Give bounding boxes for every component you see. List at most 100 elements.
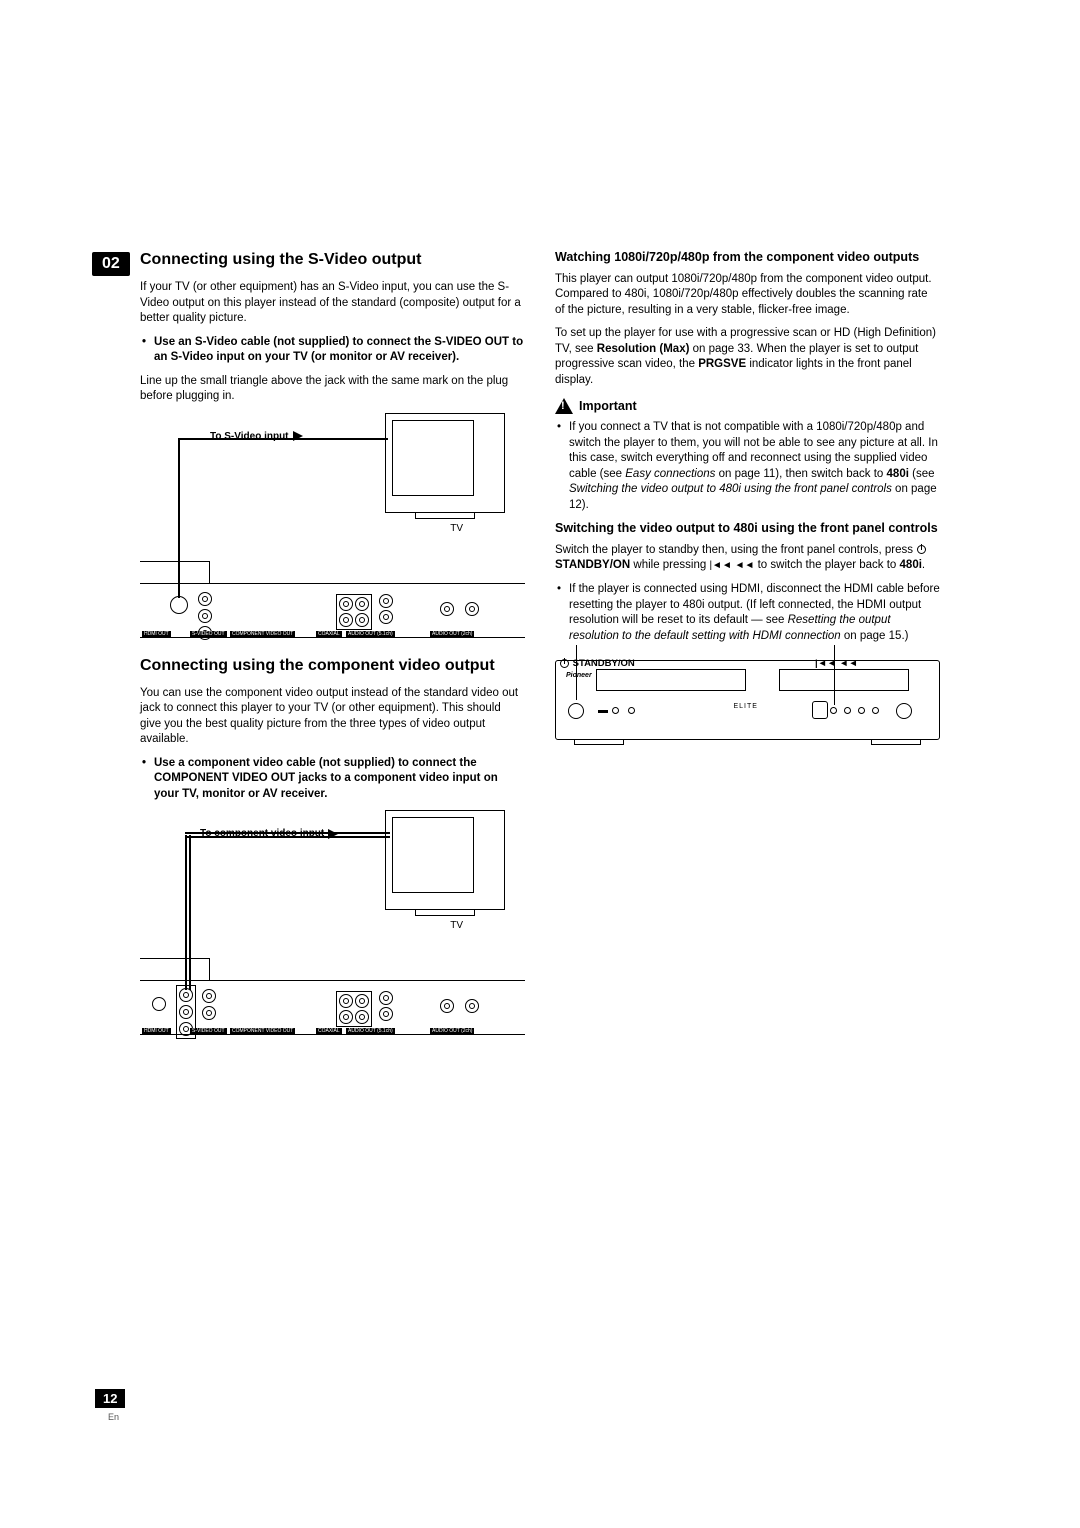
prev-rewind-icon: |◄◄ ◄◄: [709, 559, 754, 573]
rca-jack: [379, 991, 393, 1005]
panel-label-audio2: AUDIO OUT (2ch): [430, 1028, 474, 1034]
component-intro: You can use the component video output i…: [140, 686, 525, 748]
fp-small-button: [844, 707, 851, 714]
text-span: Switch the player to standby then, using…: [555, 544, 916, 556]
svideo-instruction: Use an S-Video cable (not supplied) to c…: [140, 335, 525, 366]
tv-label: TV: [450, 920, 463, 931]
easy-connections-ref: Easy connections: [625, 468, 715, 480]
rca-jack: [355, 994, 369, 1008]
rca-jack: [379, 594, 393, 608]
rca-jack: [379, 1007, 393, 1021]
resolution-max-ref: Resolution (Max): [597, 343, 690, 355]
jack-group-1b: [202, 989, 216, 1020]
component-instruction: Use a component video cable (not supplie…: [140, 756, 525, 803]
svideo-cable-label-text: To S-Video input: [210, 431, 289, 442]
panel-label-hdmi: HDMI OUT: [142, 631, 171, 637]
panel-label-audio51: AUDIO OUT (5.1ch): [346, 631, 395, 637]
fp-foot-right: [871, 739, 921, 745]
tv-base: [415, 910, 475, 916]
panel-label-svideo: S-VIDEO OUT: [190, 631, 227, 637]
text-span: .: [922, 559, 925, 571]
text-span: (see: [909, 468, 935, 480]
tv-label: TV: [450, 523, 463, 534]
480i-ref: 480i: [900, 559, 922, 571]
svideo-jack: [170, 596, 188, 614]
elite-label: ELITE: [734, 703, 758, 710]
right-column: Watching 1080i/720p/480p from the compon…: [555, 250, 940, 1053]
rca-jack: [179, 988, 193, 1002]
rca-jack: [339, 1010, 353, 1024]
tv-screen: [392, 420, 474, 496]
panel-label-hdmi: HDMI OUT: [142, 1028, 171, 1034]
fp-foot-left: [574, 739, 624, 745]
page-content: 02 Connecting using the S-Video output I…: [140, 250, 940, 1053]
jack-group-3: [440, 602, 479, 616]
fp-port: [812, 701, 828, 719]
panel-label-svideo: S-VIDEO OUT: [190, 1028, 227, 1034]
rca-jack: [179, 1005, 193, 1019]
svideo-diagram: TV To S-Video input: [140, 413, 525, 638]
rear-panel-step: [140, 958, 210, 980]
rca-jack: [355, 597, 369, 611]
front-panel-diagram: Pioneer ELITE ▬: [555, 660, 940, 740]
cable-horizontal: [178, 438, 388, 440]
rca-jack: [440, 999, 454, 1013]
rca-jack: [465, 602, 479, 616]
callout-line-standby: [576, 645, 577, 700]
heading-watching: Watching 1080i/720p/480p from the compon…: [555, 250, 940, 266]
rca-jack: [355, 613, 369, 627]
jack-group-2: [336, 594, 393, 630]
important-bullet-1: If you connect a TV that is not compatib…: [555, 420, 940, 513]
rca-jack: [202, 1006, 216, 1020]
jack-group-3b: [440, 999, 479, 1013]
panel-label-component: COMPONENT VIDEO OUT: [230, 631, 295, 637]
fp-small-button: [628, 707, 635, 714]
rca-jack: [339, 597, 353, 611]
480i-ref: 480i: [887, 468, 909, 480]
fp-display: [596, 669, 746, 691]
text-span: on page 15.): [841, 630, 909, 642]
prgsve-indicator: PRGSVE: [698, 358, 746, 370]
tv-icon: [385, 810, 505, 910]
cable-horizontal: [185, 832, 390, 838]
fp-large-button: [896, 703, 912, 719]
rca-jack: [339, 613, 353, 627]
svideo-cable-label: To S-Video input: [210, 431, 303, 442]
important-icon: [555, 398, 573, 414]
rca-jack: [379, 610, 393, 624]
heading-switching: Switching the video output to 480i using…: [555, 521, 940, 537]
panel-label-coax: COAXIAL: [316, 631, 342, 637]
switching-bullet-1: If the player is connected using HDMI, d…: [555, 582, 940, 644]
tv-screen: [392, 817, 474, 893]
page-number-badge: 12: [95, 1389, 125, 1408]
panel-label-audio2: AUDIO OUT (2ch): [430, 631, 474, 637]
rear-panel: HDMI OUT S-VIDEO OUT COMPONENT VIDEO OUT…: [140, 583, 525, 638]
heading-component: Connecting using the component video out…: [140, 656, 525, 676]
component-diagram: TV To component video input: [140, 810, 525, 1035]
svideo-intro: If your TV (or other equipment) has an S…: [140, 280, 525, 327]
tv-base: [415, 513, 475, 519]
fp-disc-tray: [779, 669, 909, 691]
rca-jack: [440, 602, 454, 616]
watching-p2: To set up the player for use with a prog…: [555, 326, 940, 388]
prev-button-icon: [830, 707, 837, 714]
important-label: Important: [579, 399, 637, 413]
chapter-badge: 02: [92, 252, 130, 276]
left-column: Connecting using the S-Video output If y…: [140, 250, 525, 1053]
heading-svideo: Connecting using the S-Video output: [140, 250, 525, 270]
front-panel-block: STANDBY/ON |◄◄ ◄◄ Pioneer ELITE ▬: [555, 660, 940, 740]
fp-small-button: [858, 707, 865, 714]
rca-jack: [355, 1010, 369, 1024]
rear-panel-step: [140, 561, 210, 583]
rca-jack: [198, 592, 212, 606]
text-span: while pressing: [630, 559, 709, 571]
switching-p1: Switch the player to standby then, using…: [555, 543, 940, 574]
panel-label-coax: COAXIAL: [316, 1028, 342, 1034]
panel-label-audio51: AUDIO OUT (5.1ch): [346, 1028, 395, 1034]
power-icon: [917, 545, 926, 554]
svideo-jack: [152, 997, 166, 1011]
standby-on-label: STANDBY/ON: [555, 559, 630, 571]
svideo-align-note: Line up the small triangle above the jac…: [140, 374, 525, 405]
fp-small-button: [612, 707, 619, 714]
rca-jack: [465, 999, 479, 1013]
